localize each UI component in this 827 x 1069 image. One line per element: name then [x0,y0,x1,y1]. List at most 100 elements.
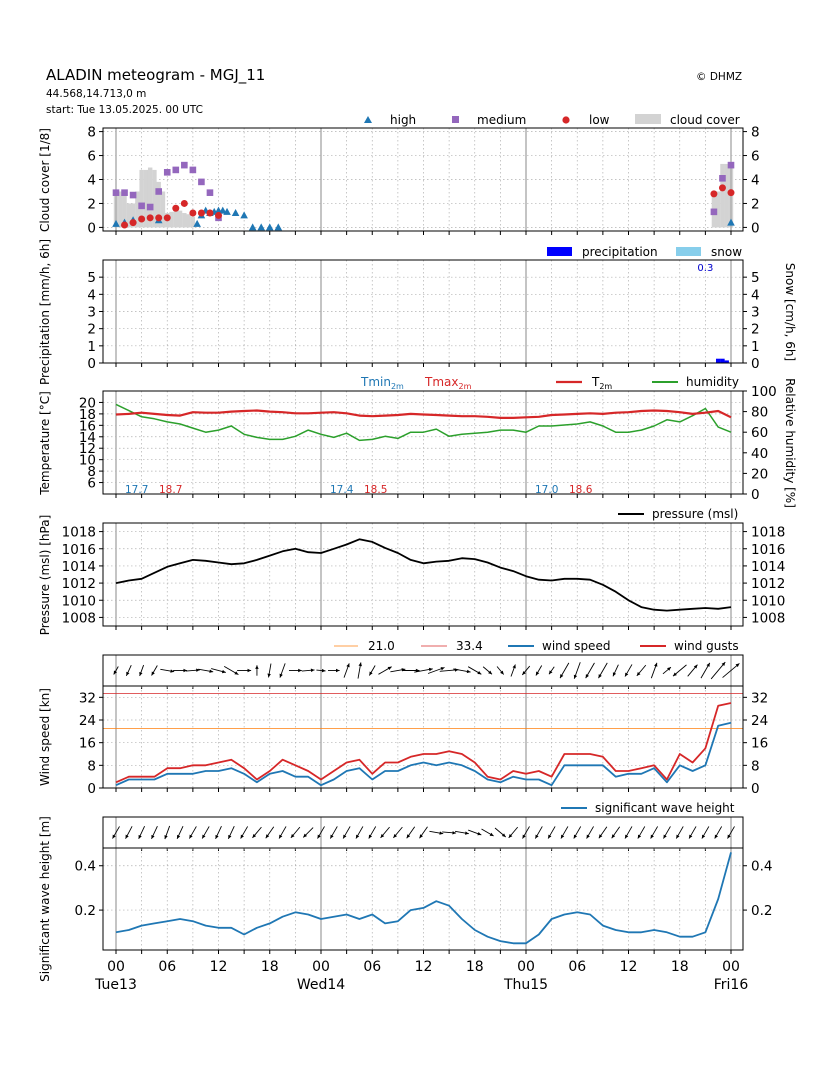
wind-arrow-head [693,664,698,669]
wind-arrow-head [336,668,340,673]
wave-arrow-head [151,834,155,839]
y-tick-label: 0 [87,781,96,797]
wind-arrow-head [221,669,226,674]
legend-medium-marker [452,116,459,123]
medium-cloud-point [155,188,163,195]
y-tick-label: 16 [79,418,96,434]
y-tick-label: 3 [751,305,760,321]
legend-humidity-label: humidity [686,375,739,389]
y-tick-label: 4 [751,287,760,303]
medium-cloud-point [181,161,188,169]
legend-low-label: low [589,113,610,127]
wave-arrow-head [508,833,513,838]
wave-arrow-head [573,834,578,839]
wind-arrow-head [598,674,602,679]
wind-gusts-line [115,702,732,784]
chart-title: ALADIN meteogram - MGJ_11 [46,66,266,84]
y-tick-label: 2 [751,322,760,338]
wind-arrow-head [428,667,433,672]
y-tick-label: 24 [751,713,768,729]
wind-arrow-head [151,671,155,676]
temp-ylabel: Temperature [°C] [38,391,52,496]
y-tick-label: 32 [751,690,768,706]
wind-arrow-head [512,664,516,669]
x-day-label: Tue13 [94,977,137,993]
wind-arrow-head [706,662,710,667]
precip-ylabel: Precipitation [mm/h, 6h] [38,239,52,385]
wind-arrow-head [636,671,641,676]
wind-arrow-head [721,662,726,666]
y-tick-label: 1016 [751,542,785,558]
wave-arrow-head [439,831,444,835]
y-tick-label: 1008 [751,610,785,626]
cloud-cover-bar [122,191,127,228]
high-cloud-point [112,219,120,227]
wave-arrow-head [228,834,232,839]
medium-cloud-point [146,203,154,211]
legend-low-marker [562,116,570,124]
wind-arrow-head [346,663,350,668]
y-tick-label: 20 [79,395,96,411]
wave-arrow-head [560,834,565,839]
wave-arrow-head [279,834,283,839]
wind-arrow-head [234,671,239,675]
low-cloud-point [727,189,735,197]
wave-arrow-head [689,834,693,839]
y-tick-label: 100 [751,384,777,400]
humidity-ylabel: Relative humidity [%] [783,378,797,508]
y-tick-label: 60 [751,425,768,441]
y-tick-label: 8 [87,758,96,774]
low-cloud-point [172,204,180,212]
y-tick-label: 1008 [62,610,96,626]
y-tick-label: 20 [751,466,768,482]
wave-arrow-head [303,833,308,838]
x-hour-label: 00 [312,959,330,975]
legend-t2m-label: T2m [591,375,612,391]
legend-snow-label: snow [711,245,742,259]
y-tick-label: 8 [87,464,96,480]
tmin-value: 17.4 [330,484,354,496]
cloud-cover-bar [724,163,729,228]
wind-arrow-head [267,673,271,678]
cloud-cover-bar [152,169,157,228]
low-cloud-point [180,199,188,207]
pressure-ylabel: Pressure (msl) [hPa] [38,515,52,636]
wave-arrow-head [393,833,398,838]
wind-arrow-head [612,672,617,677]
wave-arrow-head [611,834,616,839]
wave-arrow-head [598,834,603,839]
wave-arrow-head [714,834,718,839]
y-tick-label: 0.2 [75,903,96,919]
y-tick-label: 6 [751,149,760,165]
high-cloud-point [240,211,248,219]
y-tick-label: 16 [751,736,768,752]
wave-arrow-head [522,834,526,839]
y-tick-label: 0.2 [751,903,772,919]
wave-arrow-head [240,834,244,839]
wave-arrow-head [586,834,590,839]
x-hour-label: 00 [722,959,740,975]
wave-arrow-head [663,834,667,839]
wind-arrow-head [369,671,373,676]
medium-cloud-point [129,191,137,199]
legend-precip-swatch [547,247,572,256]
wave-arrow-head [419,834,423,839]
wind-arrow-head [310,668,315,672]
low-cloud-point [121,221,129,229]
wind-arrow-head [673,672,677,677]
wind-arrow-head [440,667,445,671]
y-tick-label: 0 [751,220,760,236]
wave-arrow-head [202,834,206,839]
cloud-cover-bar [139,169,144,228]
cloud-ylabel: Cloud cover [1/8] [38,128,52,232]
cloud-cover-bar [135,191,140,228]
wave-arrow-head [330,834,334,839]
wave-arrow-head [265,834,270,839]
wave-arrow-head [464,831,469,835]
wave-arrow-head [637,834,642,839]
wind-arrow-head [548,670,553,675]
high-cloud-point [257,223,266,231]
y-tick-label: 3 [87,305,96,321]
low-cloud-point [138,215,146,223]
x-hour-label: 18 [466,959,484,975]
